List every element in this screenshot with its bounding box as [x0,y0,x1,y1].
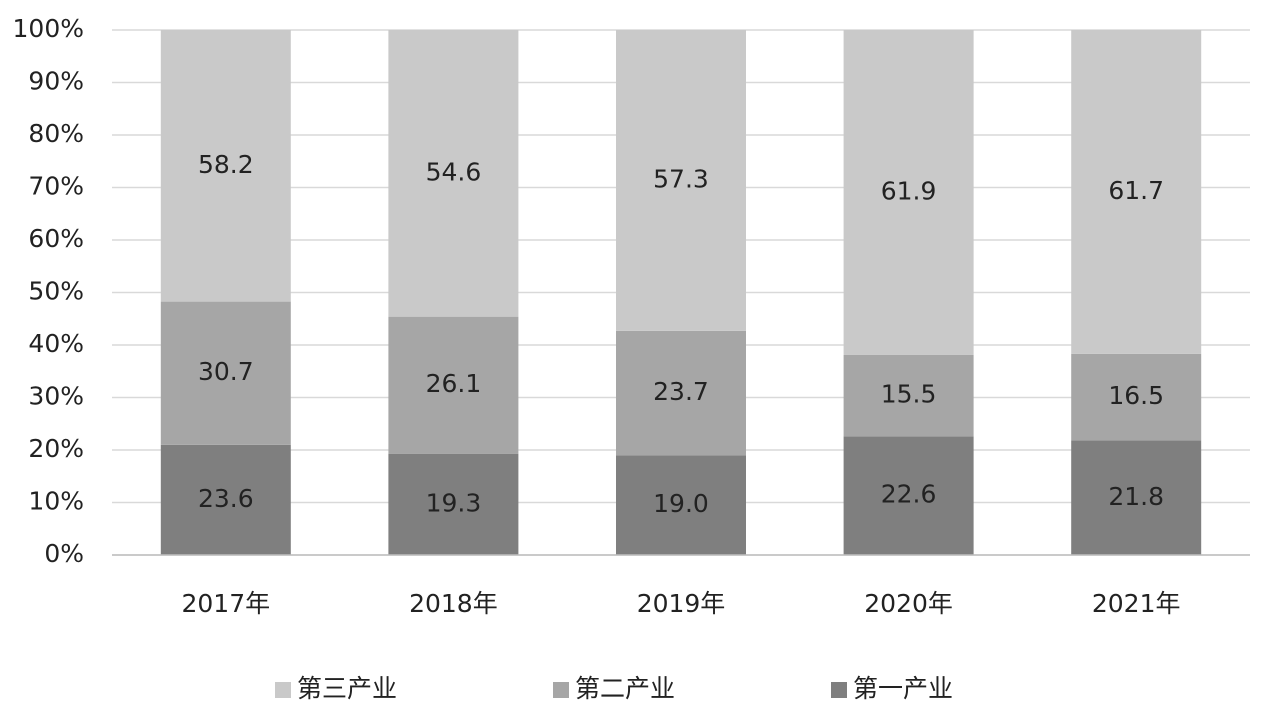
data-label: 16.5 [1108,381,1164,410]
bar-segment [616,30,746,331]
y-tick-label: 100% [13,14,84,43]
x-tick-label: 2019年 [637,589,726,618]
data-label: 58.2 [198,150,254,179]
data-label: 19.0 [653,489,709,518]
y-tick-label: 20% [28,434,84,463]
legend-swatch [831,682,847,698]
y-tick-label: 0% [44,539,84,568]
bar-segment [388,316,519,454]
x-tick-label: 2018年 [409,589,498,618]
legend-label: 第一产业 [853,674,953,703]
bar-segment [843,354,974,437]
data-label: 23.7 [653,377,709,406]
bar-segment [388,30,519,317]
bar-segment [843,30,974,355]
y-tick-label: 10% [28,487,84,516]
y-tick-label: 90% [28,67,84,96]
bar-segment [616,330,746,456]
bar-segment [1071,440,1202,555]
data-label: 61.9 [881,176,937,205]
bar-segment [1071,353,1202,441]
x-tick-label: 2017年 [181,589,270,618]
legend-label: 第二产业 [575,674,675,703]
data-label: 26.1 [426,369,482,398]
legend-swatch [275,682,291,698]
legend-label: 第三产业 [297,674,397,703]
y-tick-label: 50% [28,277,84,306]
y-tick-label: 40% [28,329,84,358]
data-label: 30.7 [198,357,254,386]
bar-segment [160,444,291,555]
x-tick-label: 2020年 [864,589,953,618]
bar-segment [160,301,291,445]
bar-segment [160,30,291,302]
data-label: 57.3 [653,164,709,193]
data-label: 19.3 [426,488,482,517]
y-tick-label: 30% [28,382,84,411]
y-tick-label: 80% [28,119,84,148]
data-label: 54.6 [426,157,482,186]
bar-segment [843,436,974,555]
data-label: 23.6 [198,484,254,513]
bar-segment [388,453,519,555]
data-label: 21.8 [1108,482,1164,511]
x-tick-label: 2021年 [1092,589,1181,618]
bar-segment [616,455,746,555]
data-label: 61.7 [1108,176,1164,205]
data-label: 15.5 [881,380,937,409]
y-tick-label: 60% [28,224,84,253]
bar-segment [1071,30,1202,354]
y-tick-label: 70% [28,172,84,201]
legend-swatch [553,682,569,698]
data-label: 22.6 [881,480,937,509]
